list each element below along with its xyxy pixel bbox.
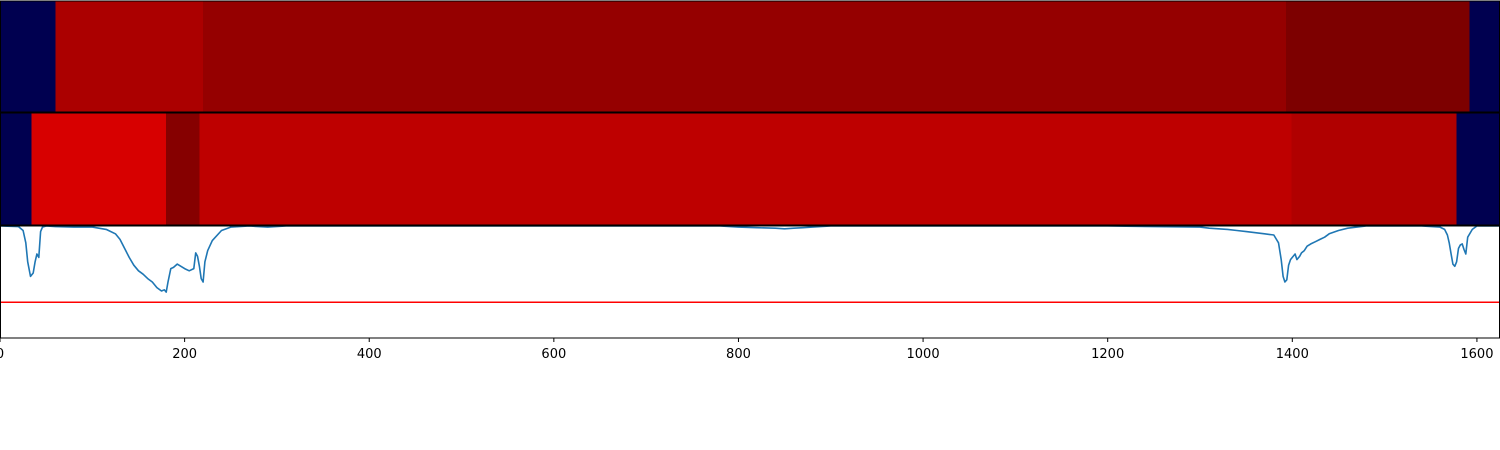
x-tick-label: 200 [172,347,197,362]
line-plot-background [0,226,1500,338]
heatmap-segment-2-5 [1291,113,1457,225]
heatmap-segment-1-1 [0,1,56,112]
line-plot-panel: 0 200 400 600 800 1000 1200 1400 1600 [0,225,1500,362]
heatmap-strip-top [0,1,1500,112]
x-tick-label: 600 [541,347,566,362]
heatmap-segment-2-2 [31,113,167,225]
heatmap-segment-1-2 [55,1,204,112]
heatmap-segment-1-3 [203,1,1286,112]
x-tick-label: 1200 [1091,347,1124,362]
x-tick-label: 1400 [1276,347,1309,362]
heatmap-segment-1-5 [1469,1,1500,112]
x-tick-label: 800 [726,347,751,362]
x-tick-label: 1600 [1460,347,1493,362]
heatmap-segment-2-6 [1456,113,1500,225]
x-tick-label: 1000 [907,347,940,362]
heatmap-segment-2-1 [0,113,32,225]
x-tick-label: 0 [0,347,4,362]
heatmap-segment-2-3 [166,113,200,225]
heatmap-segment-2-4 [199,113,1292,225]
heatmap-strip-middle [0,113,1500,225]
heatmap-segment-1-4 [1285,1,1470,112]
x-tick-label: 400 [357,347,382,362]
